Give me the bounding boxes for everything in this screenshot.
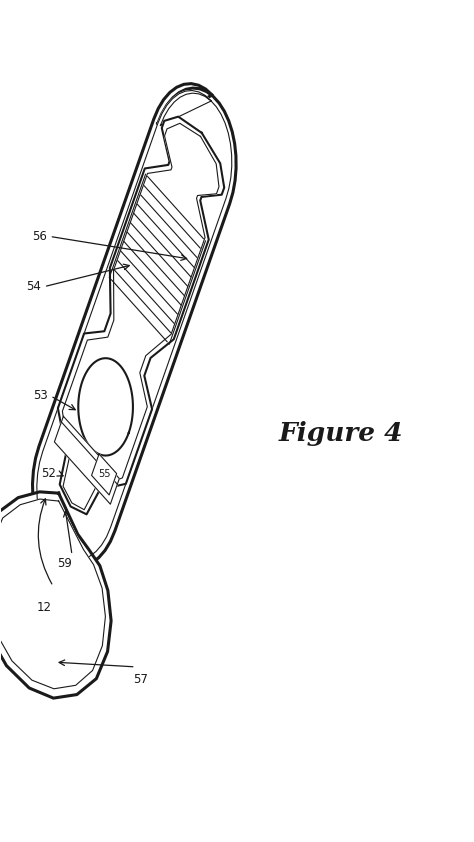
Polygon shape <box>78 358 133 456</box>
Polygon shape <box>33 83 236 567</box>
Polygon shape <box>0 492 111 698</box>
Text: 53: 53 <box>33 389 47 402</box>
Text: 59: 59 <box>57 557 73 570</box>
Polygon shape <box>55 416 119 504</box>
Polygon shape <box>37 90 232 560</box>
Text: 12: 12 <box>36 601 51 614</box>
Polygon shape <box>58 117 224 514</box>
Polygon shape <box>91 454 117 495</box>
Text: 56: 56 <box>32 230 46 242</box>
Text: 57: 57 <box>133 673 148 686</box>
Text: Figure 4: Figure 4 <box>278 421 403 446</box>
Polygon shape <box>0 499 105 689</box>
Text: 54: 54 <box>26 280 41 293</box>
Polygon shape <box>63 123 219 509</box>
Text: 55: 55 <box>98 470 110 479</box>
Text: 52: 52 <box>41 467 56 481</box>
